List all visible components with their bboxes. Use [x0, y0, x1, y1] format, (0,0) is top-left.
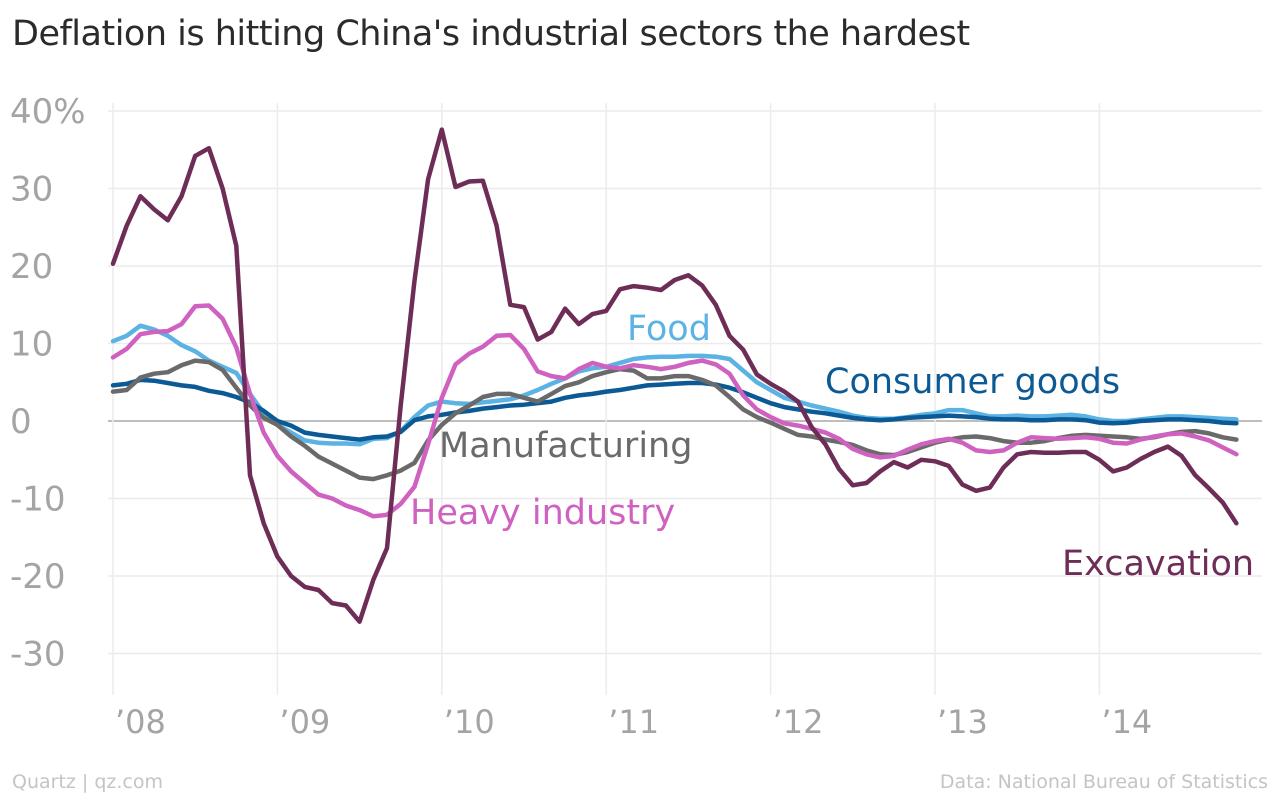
series-label-excavation: Excavation [1062, 544, 1254, 584]
y-axis-ticks: 40% 30 20 10 0 -10 -20 -30 [10, 92, 86, 675]
credit-text: Quartz | qz.com [12, 771, 164, 793]
series-label-consumer-goods: Consumer goods [825, 362, 1120, 402]
series-label-food: Food [627, 309, 711, 349]
y-tick-label: -10 [10, 480, 66, 520]
series-lines [110, 127, 1239, 624]
y-tick-label: -20 [10, 557, 66, 597]
series-labels: Food Consumer goods Manufacturing Heavy ind… [410, 309, 1254, 584]
y-tick-label: 10 [10, 325, 53, 365]
x-tick-label: ’13 [937, 703, 988, 741]
x-tick-label: ’14 [1101, 703, 1152, 741]
series-line-heavy-industry [110, 303, 1239, 519]
y-tick-label: 30 [10, 170, 53, 210]
series-label-manufacturing: Manufacturing [439, 426, 692, 466]
chart-title: Deflation is hitting China's industrial … [12, 14, 970, 54]
x-tick-label: ’12 [773, 703, 824, 741]
x-tick-label: ’10 [444, 703, 495, 741]
x-tick-label: ’08 [115, 703, 166, 741]
x-tick-label: ’11 [608, 703, 659, 741]
y-tick-label: 20 [10, 247, 53, 287]
series-line-consumer-goods [110, 377, 1239, 442]
y-tick-label: 0 [10, 402, 32, 442]
y-tick-label: 40% [10, 92, 86, 132]
series-line-food [110, 323, 1239, 447]
source-text: Data: National Bureau of Statistics [939, 771, 1268, 793]
series-line-excavation [110, 127, 1239, 624]
y-tick-label: -30 [10, 635, 66, 675]
x-axis-ticks: ’08 ’09 ’10 ’11 ’12 ’13 ’14 [115, 703, 1152, 741]
x-tick-label: ’09 [279, 703, 330, 741]
series-label-heavy-industry: Heavy industry [410, 493, 675, 533]
